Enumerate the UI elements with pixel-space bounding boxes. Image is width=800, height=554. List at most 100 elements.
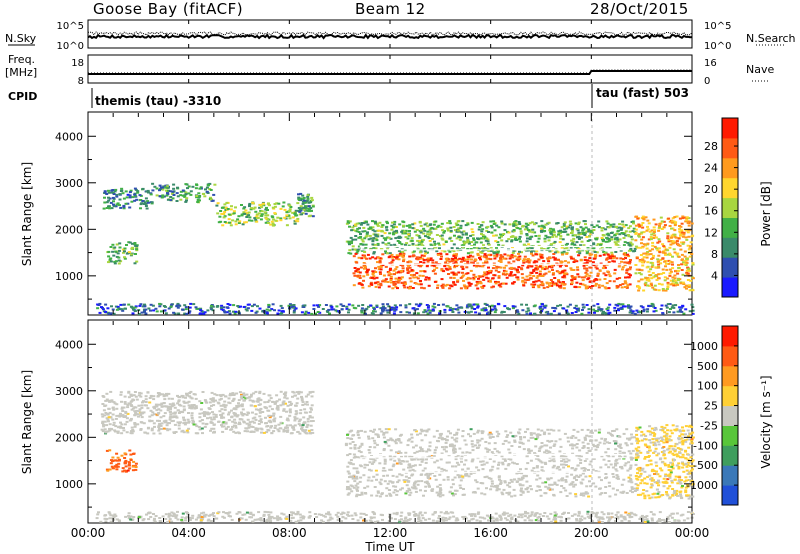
echo-cell — [479, 258, 482, 261]
echo-cell — [651, 264, 655, 267]
echo-cell — [483, 253, 487, 256]
echo-cell — [626, 241, 630, 244]
echo-cell — [392, 463, 396, 466]
echo-cell — [571, 435, 575, 437]
echo-cell — [469, 472, 473, 475]
echo-cell — [122, 204, 126, 207]
echo-cell — [604, 274, 608, 277]
echo-cell — [354, 224, 358, 227]
echo-cell — [628, 311, 632, 314]
echo-cell — [571, 452, 575, 455]
echo-cell — [398, 223, 402, 226]
echo-cell — [124, 190, 128, 193]
echo-cell — [117, 249, 121, 252]
echo-cell — [383, 462, 387, 465]
echo-cell — [121, 467, 125, 470]
echo-cell — [631, 491, 634, 494]
echo-cell — [603, 252, 607, 255]
echo-cell — [106, 307, 110, 310]
echo-cell — [646, 284, 649, 287]
echo-cell — [372, 458, 376, 461]
echo-cell — [394, 308, 398, 311]
echo-cell — [626, 253, 630, 256]
echo-cell — [300, 427, 303, 430]
echo-cell — [479, 241, 483, 244]
echo-cell — [264, 406, 268, 409]
echo-cell — [109, 201, 113, 204]
echo-cell — [278, 398, 281, 401]
echo-cell — [674, 236, 678, 239]
echo-cell — [279, 304, 283, 307]
echo-cell — [283, 216, 287, 219]
echo-cell — [533, 283, 537, 286]
echo-cell — [112, 247, 116, 250]
echo-cell — [199, 309, 203, 312]
echo-cell — [617, 229, 620, 232]
echo-cell — [544, 272, 548, 275]
echo-cell — [340, 308, 344, 311]
echo-cell — [595, 310, 599, 313]
echo-cell — [414, 444, 418, 447]
echo-cell — [687, 217, 691, 220]
echo-cell — [384, 238, 387, 241]
echo-cell — [501, 493, 505, 496]
echo-cell — [627, 273, 631, 276]
echo-cell — [400, 455, 403, 458]
echo-cell — [538, 447, 542, 450]
echo-cell — [412, 276, 416, 279]
echo-cell — [522, 284, 526, 287]
echo-cell — [691, 309, 695, 312]
echo-cell — [666, 232, 670, 235]
echo-cell — [253, 405, 257, 408]
echo-cell — [375, 276, 379, 279]
echo-cell — [473, 243, 476, 246]
echo-cell — [427, 304, 430, 307]
echo-cell — [105, 398, 109, 401]
echo-cell — [687, 267, 691, 270]
echo-cell — [676, 269, 680, 272]
echo-cell — [107, 205, 110, 208]
echo-cell — [397, 452, 401, 455]
echo-cell — [136, 191, 140, 194]
echo-cell — [332, 308, 336, 311]
echo-cell — [494, 234, 498, 237]
echo-cell — [431, 308, 435, 311]
echo-cell — [659, 262, 663, 265]
echo-cell — [579, 226, 583, 229]
echo-cell — [198, 420, 202, 423]
echo-cell — [414, 282, 418, 285]
echo-cell — [129, 430, 133, 433]
echo-cell — [571, 276, 574, 279]
echo-cell — [633, 436, 636, 439]
echo-cell — [681, 215, 685, 218]
echo-cell — [499, 481, 503, 484]
echo-cell — [125, 252, 129, 255]
echo-cell — [115, 308, 119, 311]
echo-cell — [406, 237, 410, 240]
echo-cell — [682, 241, 686, 244]
echo-cell — [261, 411, 265, 413]
echo-cell — [108, 207, 112, 210]
echo-cell — [562, 283, 566, 286]
echo-cell — [177, 396, 181, 399]
echo-cell — [456, 279, 460, 282]
radar-title: Goose Bay (fitACF) — [93, 0, 244, 18]
echo-cell — [246, 418, 250, 421]
echo-cell — [423, 270, 427, 273]
echo-cell — [497, 476, 501, 479]
echo-cell — [596, 274, 600, 277]
echo-cell — [543, 230, 547, 232]
echo-cell — [537, 237, 541, 240]
echo-cell — [681, 217, 685, 220]
echo-cell — [206, 413, 210, 416]
echo-cell — [658, 224, 661, 227]
echo-cell — [627, 249, 631, 252]
echo-cell — [164, 312, 168, 315]
echo-cell — [581, 309, 584, 311]
echo-cell — [187, 427, 191, 430]
echo-cell — [270, 425, 274, 428]
echo-cell — [492, 234, 496, 237]
echo-cell — [178, 411, 182, 413]
echo-cell — [502, 269, 506, 272]
echo-cell — [536, 455, 540, 458]
